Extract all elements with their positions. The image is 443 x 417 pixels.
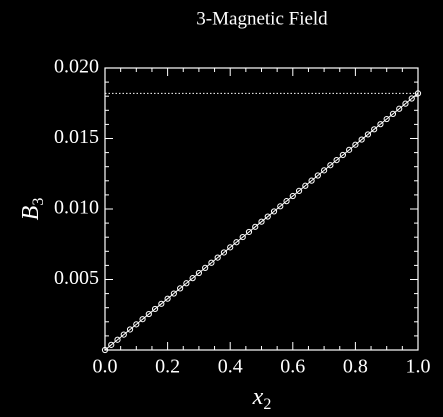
data-point — [252, 223, 259, 230]
data-point — [321, 167, 328, 174]
data-point — [402, 100, 409, 107]
data-point — [170, 290, 177, 297]
data-point — [333, 157, 340, 164]
data-point — [264, 213, 271, 220]
data-point — [114, 336, 121, 343]
x-tick-label: 1.0 — [406, 356, 431, 378]
data-point — [358, 136, 365, 143]
chart-title: 3-Magnetic Field — [196, 8, 328, 29]
y-tick-label: 0.005 — [54, 267, 99, 289]
data-point — [308, 177, 315, 184]
x-label-main: x — [252, 384, 264, 410]
data-point — [164, 295, 171, 302]
data-point — [220, 249, 228, 256]
data-point — [377, 121, 384, 128]
data-point — [371, 126, 378, 133]
data-point — [414, 90, 422, 97]
data-point — [408, 95, 415, 102]
x-tick-label: 0.2 — [155, 356, 180, 378]
data-point — [302, 182, 309, 189]
data-point — [339, 151, 346, 159]
x-label-sub: 2 — [263, 396, 271, 413]
x-tick-label: 0.0 — [93, 356, 118, 378]
data-point — [383, 115, 390, 123]
data-point — [126, 326, 134, 333]
x-tick-label: 0.4 — [218, 356, 243, 378]
data-point — [270, 208, 278, 215]
data-point — [227, 244, 234, 251]
data-point — [202, 264, 209, 271]
data-point — [145, 310, 152, 318]
data-point — [346, 146, 353, 153]
plot-frame — [104, 67, 419, 351]
data-point — [208, 259, 215, 266]
data-point — [189, 275, 196, 282]
data-point — [364, 131, 372, 138]
y-label-main: B — [18, 205, 44, 220]
data-point — [214, 254, 221, 261]
data-point — [295, 187, 303, 194]
y-tick-label: 0.010 — [54, 197, 99, 219]
data-point — [283, 198, 290, 205]
y-axis-label: B3 — [18, 198, 47, 221]
data-point — [183, 280, 190, 287]
x-tick-label: 0.8 — [343, 356, 368, 378]
data-point — [239, 233, 246, 241]
data-point — [139, 316, 146, 323]
data-point — [151, 305, 159, 313]
data-point — [233, 239, 240, 246]
data-point — [396, 105, 403, 112]
data-point — [389, 110, 397, 118]
data-point — [245, 228, 253, 236]
data-point — [133, 321, 140, 328]
data-point — [327, 162, 334, 169]
data-point — [314, 172, 321, 179]
y-tick-label: 0.020 — [54, 56, 99, 78]
data-point — [352, 141, 359, 148]
data-point — [258, 218, 265, 225]
data-point — [158, 300, 165, 307]
y-label-sub: 3 — [30, 198, 47, 206]
data-point — [277, 203, 284, 210]
data-point — [195, 269, 202, 277]
x-tick-label: 0.6 — [280, 356, 305, 378]
data-point — [289, 192, 296, 200]
x-axis-label: x2 — [252, 384, 272, 413]
data-point — [101, 346, 109, 354]
data-point — [120, 331, 127, 338]
data-line — [104, 92, 419, 351]
data-point — [108, 341, 115, 348]
data-point — [177, 285, 184, 292]
y-tick-label: 0.015 — [54, 126, 99, 148]
